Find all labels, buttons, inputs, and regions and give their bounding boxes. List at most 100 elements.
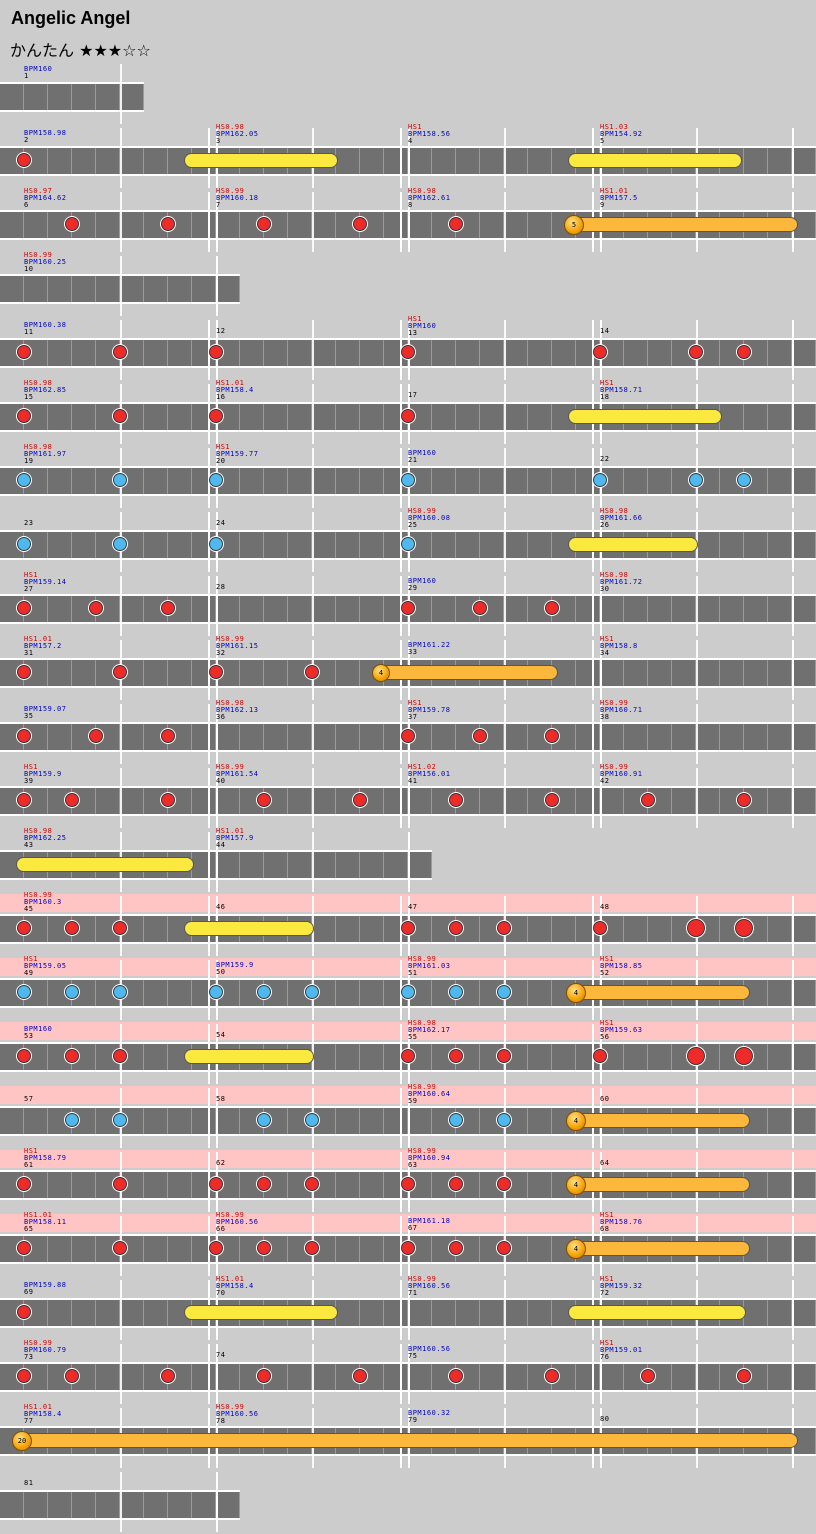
bar-line	[312, 704, 314, 764]
bar-line	[120, 704, 122, 764]
measure-number: 73	[24, 1353, 34, 1361]
measure-number: 74	[216, 1351, 226, 1359]
hispeed-label: HS1.03	[600, 123, 629, 131]
red-note	[400, 344, 416, 360]
measure-number: 35	[24, 712, 34, 720]
red-note	[256, 1368, 272, 1384]
bpm-label: BPM160.08	[408, 514, 451, 522]
measure-number: 24	[216, 519, 226, 527]
bpm-label: BPM158.4	[216, 1282, 254, 1290]
red-note	[160, 216, 176, 232]
measure-info: 24	[216, 520, 225, 527]
measure-number: 58	[216, 1095, 226, 1103]
bar-line	[120, 1472, 122, 1532]
blue-note	[112, 536, 128, 552]
bpm-label: BPM157.2	[24, 642, 62, 650]
bpm-label: BPM160.56	[408, 1282, 451, 1290]
red-note	[16, 1304, 32, 1320]
red-note	[64, 1368, 80, 1384]
red-note	[64, 1048, 80, 1064]
measure-info: HS0.98 BPM162.13 36	[216, 700, 258, 721]
measure-number: 28	[216, 583, 226, 591]
bpm-label: BPM159.77	[216, 450, 259, 458]
blue-note	[400, 536, 416, 552]
measure-info: 54	[216, 1032, 225, 1039]
measure-info: HS0.99 BPM160.91 42	[600, 764, 642, 785]
blue-note	[304, 984, 320, 1000]
red-note	[400, 920, 416, 936]
bar-line	[408, 768, 410, 828]
measure-info: HS1 BPM159.14 27	[24, 572, 66, 593]
bpm-label: BPM157.5	[600, 194, 638, 202]
measure-number: 42	[600, 777, 610, 785]
chart-row: HS0.98 BPM162.85 15 HS1.01 BPM158.4 16 17 HS1 BP…	[0, 380, 816, 446]
hispeed-label: HS1	[24, 763, 39, 771]
hispeed-label: HS0.99	[216, 187, 245, 195]
measure-info: BPM159.88 69	[24, 1282, 66, 1296]
bpm-label: BPM156.01	[408, 770, 451, 778]
measure-info: HS1 BPM159.63 56	[600, 1020, 642, 1041]
measure-number: 63	[408, 1161, 418, 1169]
hispeed-label: HS0.99	[216, 1403, 245, 1411]
red-note	[16, 792, 32, 808]
measure-info: 28	[216, 584, 225, 591]
bar-line	[600, 768, 602, 828]
measure-number: 23	[24, 519, 34, 527]
chart-row: HS1.01 BPM158.4 77 HS0.99 BPM160.56 78 BPM160.…	[0, 1403, 816, 1470]
bar-line	[792, 1088, 794, 1148]
measure-number: 70	[216, 1289, 226, 1297]
red-note	[160, 792, 176, 808]
bar-line	[792, 128, 794, 188]
hispeed-label: HS0.99	[600, 699, 629, 707]
difficulty-label: かんたん	[10, 41, 75, 60]
measure-number: 68	[600, 1225, 610, 1233]
measure-number: 57	[24, 1095, 34, 1103]
measure-line	[400, 1280, 402, 1340]
measure-info: HS0.98 BPM161.66 26	[600, 508, 642, 529]
bpm-label: BPM161.72	[600, 578, 643, 586]
bpm-label: BPM160.71	[600, 706, 643, 714]
hispeed-label: HS0.97	[24, 187, 53, 195]
bar-line	[408, 832, 410, 892]
blue-note	[64, 1112, 80, 1128]
bpm-label: BPM160.64	[408, 1090, 451, 1098]
chart-row: HS0.99 BPM160.25 10	[0, 251, 240, 318]
red-note	[16, 408, 32, 424]
hispeed-label: HS1	[600, 955, 615, 963]
measure-number: 19	[24, 457, 34, 465]
bpm-label: BPM160.32	[408, 1409, 451, 1417]
bar-line	[504, 768, 506, 828]
bar-line	[216, 192, 218, 252]
hispeed-label: HS0.99	[24, 251, 53, 259]
red-note	[400, 408, 416, 424]
bpm-label: BPM158.56	[408, 130, 451, 138]
red-note	[544, 728, 560, 744]
bpm-label: BPM160	[408, 577, 437, 585]
measure-info: BPM160 21	[408, 450, 436, 464]
measure-info: HS0.99 BPM160.71 38	[600, 700, 642, 721]
bar-line	[216, 1472, 218, 1532]
bpm-label: BPM159.01	[600, 1346, 643, 1354]
bpm-label: BPM158.8	[600, 642, 638, 650]
measure-number: 76	[600, 1353, 610, 1361]
hold-note	[184, 153, 338, 168]
bpm-label: BPM161.54	[216, 770, 259, 778]
measure-number: 45	[24, 905, 34, 913]
measure-info: 23	[24, 520, 33, 527]
measure-info: HS1 BPM160 13	[408, 316, 436, 337]
chart-row: HS0.98 BPM162.25 43 HS1.01 BPM157.9 44	[0, 828, 432, 894]
hold-count-marker: 4	[566, 1111, 586, 1131]
measure-number: 36	[216, 713, 226, 721]
bar-line	[792, 640, 794, 700]
measure-number: 46	[216, 903, 226, 911]
bar-line	[792, 1280, 794, 1340]
bar-line	[408, 192, 410, 252]
red-note	[448, 920, 464, 936]
bpm-label: BPM160	[24, 65, 53, 73]
blue-note	[112, 1112, 128, 1128]
bpm-label: BPM160.91	[600, 770, 643, 778]
blue-note	[448, 984, 464, 1000]
bpm-label: BPM157.9	[216, 834, 254, 842]
measure-number: 10	[24, 265, 34, 273]
bar-line	[696, 640, 698, 700]
